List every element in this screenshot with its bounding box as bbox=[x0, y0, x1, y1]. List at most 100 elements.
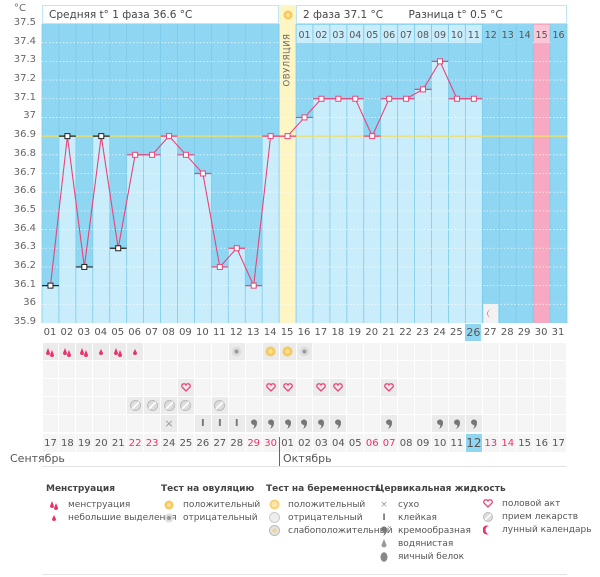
row-intercourse-cell[interactable] bbox=[177, 379, 194, 396]
row-pregnancy-test-cell[interactable] bbox=[262, 361, 279, 378]
row-cervical-fluid-cell[interactable] bbox=[177, 415, 194, 432]
row-menstruation-ovulation-cell[interactable] bbox=[482, 343, 499, 360]
row-medication-cell[interactable] bbox=[398, 397, 415, 414]
row-menstruation-ovulation-cell[interactable] bbox=[516, 343, 533, 360]
row-cervical-fluid-cell[interactable] bbox=[59, 415, 76, 432]
row-cervical-fluid-cell[interactable] bbox=[110, 415, 127, 432]
row-intercourse-cell[interactable] bbox=[415, 379, 431, 396]
cycle-day-label[interactable]: 25 bbox=[450, 327, 463, 338]
cycle-day-label[interactable]: 05 bbox=[111, 327, 125, 338]
calendar-date[interactable]: 14 bbox=[499, 434, 516, 452]
row-intercourse-cell[interactable] bbox=[296, 379, 313, 396]
cycle-day-label[interactable]: 27 bbox=[483, 327, 497, 338]
cycle-day-label[interactable]: 17 bbox=[314, 327, 328, 338]
row-medication-cell[interactable] bbox=[516, 397, 533, 414]
row-intercourse-cell[interactable] bbox=[364, 379, 381, 396]
row-menstruation-ovulation-cell[interactable] bbox=[364, 343, 381, 360]
row-menstruation-ovulation-cell[interactable] bbox=[42, 343, 59, 360]
row-pregnancy-test-cell[interactable] bbox=[313, 361, 330, 378]
row-medication-cell[interactable] bbox=[127, 397, 144, 414]
cycle-day-label[interactable]: 22 bbox=[399, 327, 412, 338]
row-cervical-fluid-cell[interactable]: × bbox=[161, 415, 177, 432]
row-pregnancy-test-cell[interactable] bbox=[465, 361, 482, 378]
row-cervical-fluid-cell[interactable] bbox=[42, 415, 59, 432]
row-menstruation-ovulation-cell[interactable] bbox=[93, 343, 110, 360]
calendar-date[interactable]: 17 bbox=[42, 434, 59, 452]
row-menstruation-ovulation-cell[interactable] bbox=[194, 343, 211, 360]
cycle-day-label[interactable]: 31 bbox=[551, 327, 565, 338]
row-medication-cell[interactable] bbox=[381, 397, 398, 414]
row-medication-cell[interactable] bbox=[42, 397, 59, 414]
row-cervical-fluid-cell[interactable] bbox=[296, 415, 313, 432]
row-medication-cell[interactable] bbox=[550, 397, 567, 414]
calendar-date[interactable]: 24 bbox=[161, 434, 177, 452]
row-cervical-fluid-cell[interactable] bbox=[550, 415, 567, 432]
row-intercourse-cell[interactable] bbox=[482, 379, 499, 396]
cycle-day-label[interactable]: 09 bbox=[179, 327, 192, 338]
row-cervical-fluid-cell[interactable] bbox=[516, 415, 533, 432]
row-intercourse-cell[interactable] bbox=[245, 379, 262, 396]
row-pregnancy-test-cell[interactable] bbox=[279, 361, 296, 378]
cycle-day-label[interactable]: 14 bbox=[263, 327, 277, 338]
cycle-day-label[interactable]: 26 bbox=[465, 324, 482, 341]
row-medication-cell[interactable] bbox=[313, 397, 330, 414]
calendar-date[interactable]: 03 bbox=[313, 434, 330, 452]
row-menstruation-ovulation-cell[interactable] bbox=[533, 343, 550, 360]
row-intercourse-cell[interactable] bbox=[228, 379, 245, 396]
calendar-date[interactable]: 01 bbox=[279, 434, 296, 452]
row-cervical-fluid-cell[interactable] bbox=[499, 415, 516, 432]
calendar-date[interactable]: 16 bbox=[533, 434, 550, 452]
row-menstruation-ovulation-cell[interactable] bbox=[177, 343, 194, 360]
cycle-day-label[interactable]: 11 bbox=[212, 327, 226, 338]
cycle-day-label[interactable]: 18 bbox=[331, 327, 345, 338]
row-intercourse-cell[interactable] bbox=[448, 379, 465, 396]
row-pregnancy-test-cell[interactable] bbox=[177, 361, 194, 378]
row-pregnancy-test-cell[interactable] bbox=[161, 361, 177, 378]
row-cervical-fluid-cell[interactable] bbox=[364, 415, 381, 432]
row-intercourse-cell[interactable] bbox=[279, 379, 296, 396]
row-medication-cell[interactable] bbox=[144, 397, 161, 414]
row-medication-cell[interactable] bbox=[499, 397, 516, 414]
row-cervical-fluid-cell[interactable] bbox=[144, 415, 161, 432]
row-cervical-fluid-cell[interactable] bbox=[279, 415, 296, 432]
cycle-day-label[interactable]: 13 bbox=[246, 327, 260, 338]
row-menstruation-ovulation-cell[interactable] bbox=[330, 343, 347, 360]
row-pregnancy-test-cell[interactable] bbox=[76, 361, 93, 378]
cycle-day-label[interactable]: 04 bbox=[94, 327, 108, 338]
row-pregnancy-test-cell[interactable] bbox=[127, 361, 144, 378]
row-cervical-fluid-cell[interactable] bbox=[262, 415, 279, 432]
calendar-date[interactable]: 09 bbox=[415, 434, 431, 452]
row-pregnancy-test-cell[interactable] bbox=[432, 361, 448, 378]
row-cervical-fluid-cell[interactable] bbox=[127, 415, 144, 432]
row-intercourse-cell[interactable] bbox=[381, 379, 398, 396]
row-pregnancy-test-cell[interactable] bbox=[364, 361, 381, 378]
calendar-date[interactable]: 27 bbox=[211, 434, 228, 452]
calendar-date[interactable]: 30 bbox=[262, 434, 279, 452]
row-medication-cell[interactable] bbox=[432, 397, 448, 414]
cycle-day-label[interactable]: 06 bbox=[128, 327, 141, 338]
calendar-date[interactable]: 18 bbox=[59, 434, 76, 452]
calendar-date[interactable]: 22 bbox=[127, 434, 144, 452]
row-menstruation-ovulation-cell[interactable] bbox=[415, 343, 431, 360]
row-cervical-fluid-cell[interactable]: I bbox=[211, 415, 228, 432]
row-cervical-fluid-cell[interactable] bbox=[381, 415, 398, 432]
row-menstruation-ovulation-cell[interactable] bbox=[144, 343, 161, 360]
row-medication-cell[interactable] bbox=[279, 397, 296, 414]
row-menstruation-ovulation-cell[interactable] bbox=[245, 343, 262, 360]
row-intercourse-cell[interactable] bbox=[110, 379, 127, 396]
row-intercourse-cell[interactable] bbox=[76, 379, 93, 396]
row-pregnancy-test-cell[interactable] bbox=[550, 361, 567, 378]
row-intercourse-cell[interactable] bbox=[432, 379, 448, 396]
row-menstruation-ovulation-cell[interactable] bbox=[313, 343, 330, 360]
row-medication-cell[interactable] bbox=[245, 397, 262, 414]
row-cervical-fluid-cell[interactable] bbox=[93, 415, 110, 432]
row-intercourse-cell[interactable] bbox=[127, 379, 144, 396]
cycle-day-label[interactable]: 12 bbox=[229, 327, 243, 338]
calendar-date[interactable]: 25 bbox=[177, 434, 194, 452]
row-menstruation-ovulation-cell[interactable] bbox=[465, 343, 482, 360]
row-cervical-fluid-cell[interactable] bbox=[330, 415, 347, 432]
row-pregnancy-test-cell[interactable] bbox=[144, 361, 161, 378]
calendar-date[interactable]: 26 bbox=[194, 434, 211, 452]
row-menstruation-ovulation-cell[interactable] bbox=[228, 343, 245, 360]
row-intercourse-cell[interactable] bbox=[59, 379, 76, 396]
